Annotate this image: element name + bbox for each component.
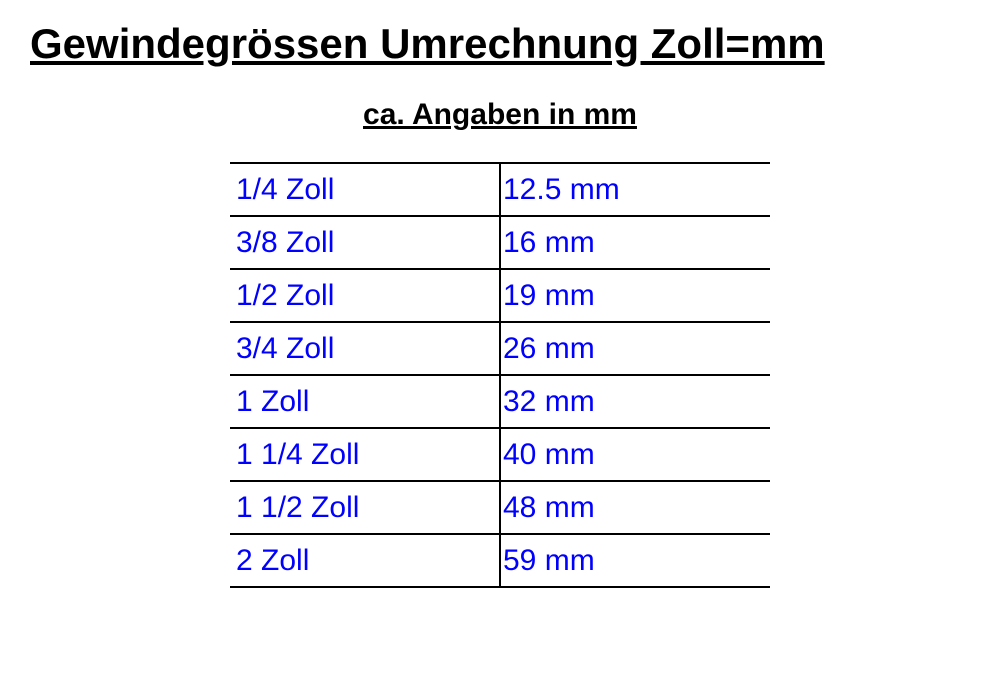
cell-mm: 40 mm — [500, 428, 770, 481]
cell-zoll: 1 1/2 Zoll — [230, 481, 500, 534]
table-row: 3/8 Zoll 16 mm — [230, 216, 770, 269]
cell-zoll: 1 Zoll — [230, 375, 500, 428]
page-title: Gewindegrössen Umrechnung Zoll=mm — [30, 20, 970, 68]
table-row: 1 Zoll 32 mm — [230, 375, 770, 428]
cell-mm: 59 mm — [500, 534, 770, 587]
conversion-table: 1/4 Zoll 12.5 mm 3/8 Zoll 16 mm 1/2 Zoll… — [230, 162, 770, 588]
cell-zoll: 1 1/4 Zoll — [230, 428, 500, 481]
cell-zoll: 2 Zoll — [230, 534, 500, 587]
table-row: 3/4 Zoll 26 mm — [230, 322, 770, 375]
cell-mm: 19 mm — [500, 269, 770, 322]
cell-mm: 12.5 mm — [500, 163, 770, 216]
cell-zoll: 1/2 Zoll — [230, 269, 500, 322]
table-row: 1/4 Zoll 12.5 mm — [230, 163, 770, 216]
table-row: 1 1/4 Zoll 40 mm — [230, 428, 770, 481]
cell-zoll: 3/8 Zoll — [230, 216, 500, 269]
cell-mm: 48 mm — [500, 481, 770, 534]
cell-mm: 32 mm — [500, 375, 770, 428]
table-row: 1/2 Zoll 19 mm — [230, 269, 770, 322]
cell-zoll: 3/4 Zoll — [230, 322, 500, 375]
cell-mm: 16 mm — [500, 216, 770, 269]
table-container: 1/4 Zoll 12.5 mm 3/8 Zoll 16 mm 1/2 Zoll… — [30, 162, 970, 588]
cell-mm: 26 mm — [500, 322, 770, 375]
cell-zoll: 1/4 Zoll — [230, 163, 500, 216]
table-row: 2 Zoll 59 mm — [230, 534, 770, 587]
table-row: 1 1/2 Zoll 48 mm — [230, 481, 770, 534]
page-subtitle: ca. Angaben in mm — [30, 98, 970, 132]
